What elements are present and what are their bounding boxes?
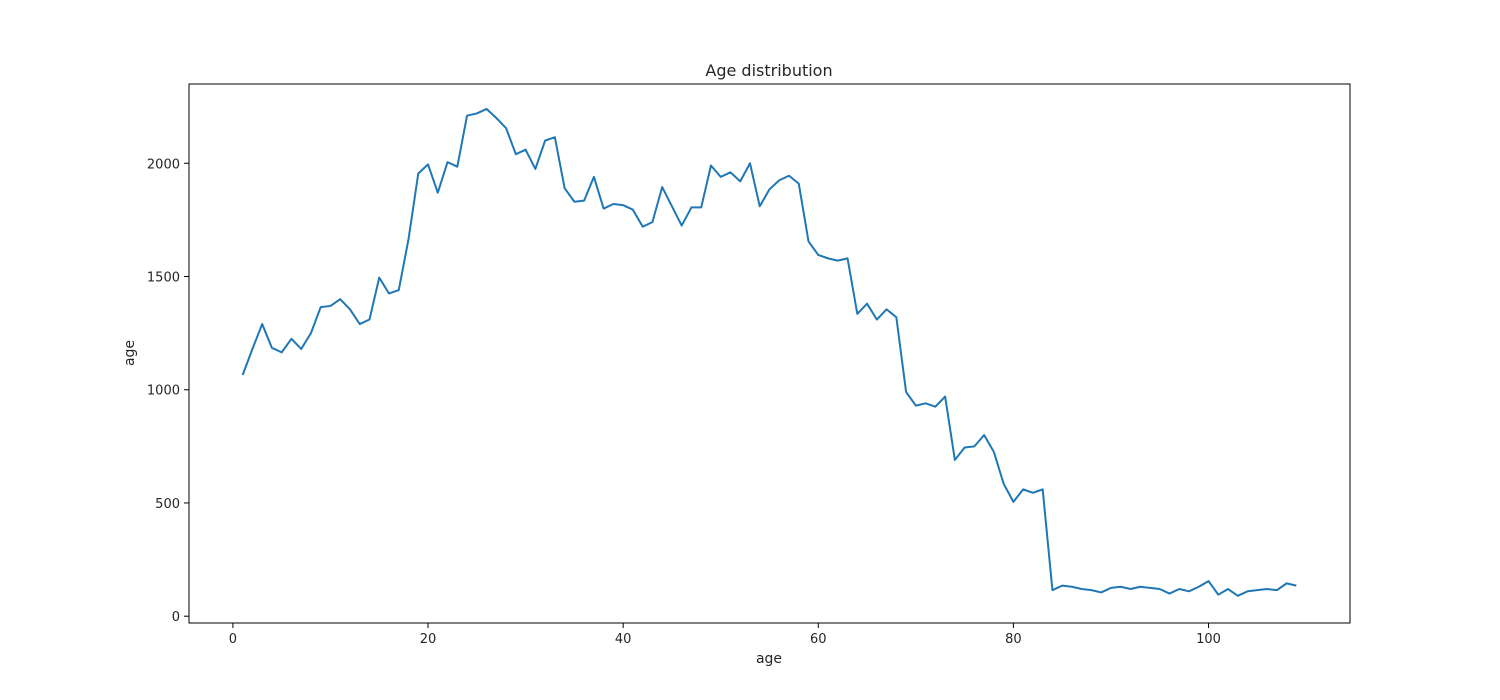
y-tick-label: 0	[172, 610, 180, 625]
x-axis: 0 20 40 60 80 100	[229, 623, 1221, 647]
series-line	[241, 107, 1297, 597]
x-tick-label: 60	[810, 632, 827, 647]
y-axis-label: age	[122, 340, 138, 366]
y-axis: 0 500 1000 1500 2000	[147, 157, 189, 625]
x-tick-label: 100	[1196, 632, 1221, 647]
x-tick-label: 20	[420, 632, 437, 647]
y-tick-label: 2000	[147, 157, 180, 172]
y-tick-label: 1500	[147, 271, 180, 286]
x-tick-label: 40	[615, 632, 632, 647]
y-tick-label: 500	[155, 497, 180, 512]
y-tick-label: 1000	[147, 384, 180, 399]
x-tick-label: 80	[1005, 632, 1022, 647]
chart-title: Age distribution	[705, 61, 832, 80]
plot-area	[188, 83, 1351, 624]
plot-frame	[188, 83, 1351, 624]
x-axis-label: age	[756, 651, 782, 667]
x-tick-label: 0	[229, 632, 237, 647]
